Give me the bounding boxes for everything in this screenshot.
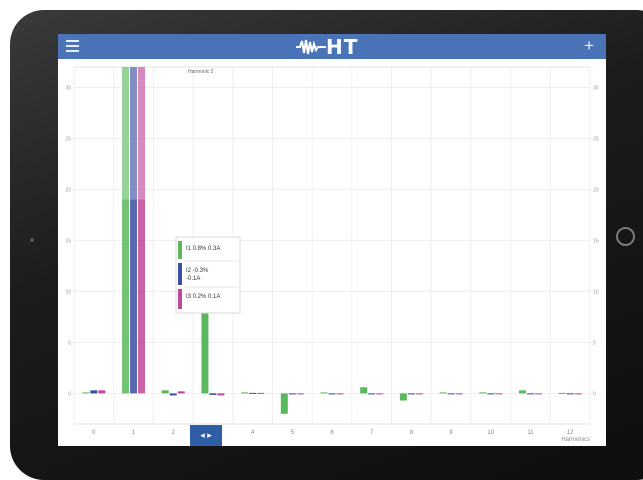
tooltip-label-2: I2 -0.3% <box>186 268 209 274</box>
x-tick-label: 4 <box>251 430 255 436</box>
y-tick-label-right: 15 <box>593 238 599 244</box>
bar-i3-h12 <box>574 393 582 395</box>
tooltip-swatch-1 <box>178 241 182 259</box>
y-tick-label-right: 30 <box>593 85 599 91</box>
bar-i1-h5 <box>280 393 288 414</box>
y-tick-label: 0 <box>68 391 71 397</box>
x-axis-label: Harmonics <box>561 437 590 443</box>
bar-i2-h12 <box>566 393 574 395</box>
bar-highlight <box>130 67 138 200</box>
bar-i3-h1 <box>138 67 146 394</box>
bar-i1-h9 <box>439 392 447 394</box>
plot-border <box>73 66 591 425</box>
bar-i3-h11 <box>534 393 542 395</box>
bar-i3-h5 <box>296 393 304 395</box>
bar-i3-h9 <box>455 393 463 395</box>
bar-i3-h10 <box>495 393 503 395</box>
bar-i1-h11 <box>518 390 526 394</box>
camera-dot <box>30 238 34 242</box>
bar-i2-h3 <box>209 393 217 395</box>
bar-i2-h2 <box>169 393 177 396</box>
bar-i1-h8 <box>399 393 407 401</box>
tooltip-label-2-b: -0.1A <box>186 276 200 282</box>
bar-highlight <box>138 67 146 200</box>
y-tick-label-right: 5 <box>593 340 596 346</box>
bar-i1-h0 <box>82 392 90 394</box>
bar-i3-h8 <box>415 393 423 395</box>
y-tick-label: 10 <box>65 289 71 295</box>
bar-i2-h7 <box>368 393 376 395</box>
y-tick-label: 15 <box>65 238 71 244</box>
bar-i1-h6 <box>320 392 328 394</box>
bar-i2-h11 <box>526 393 534 395</box>
bar-i3-h7 <box>376 393 384 395</box>
y-tick-label: 5 <box>68 340 71 346</box>
y-tick-label: 25 <box>65 136 71 142</box>
x-tick-label: 8 <box>410 430 414 436</box>
bar-i1-h12 <box>558 392 566 394</box>
chart-title: Harmonic 2 <box>188 69 214 75</box>
x-tick-label: 5 <box>291 430 295 436</box>
bar-i3-h0 <box>98 390 106 394</box>
tooltip-label-3: I3 0.2% 0.1A <box>186 294 220 300</box>
logo-text: HT <box>326 34 359 59</box>
ht-logo: HT <box>296 34 359 59</box>
bar-i1-h3 <box>201 276 209 394</box>
app-screen: HT + 00551010151520202525303001234567891… <box>58 34 606 446</box>
y-tick-label-right: 10 <box>593 289 599 295</box>
bar-i3-h6 <box>336 393 344 395</box>
x-tick-label: 11 <box>527 430 534 436</box>
waveform-icon <box>296 39 326 54</box>
bar-i3-h3 <box>217 393 225 396</box>
x-tick-label: 9 <box>449 430 453 436</box>
bar-i1-h1 <box>122 67 130 394</box>
bar-i2-h0 <box>90 390 98 394</box>
bar-highlight <box>122 67 130 200</box>
tooltip-box <box>175 236 241 314</box>
x-tick-label: 1 <box>132 430 136 436</box>
x-tick-label: 12 <box>567 430 574 436</box>
bar-i2-h8 <box>407 393 415 395</box>
add-button[interactable]: + <box>584 36 594 55</box>
bar-i1-h10 <box>479 392 487 394</box>
y-tick-label: 30 <box>65 85 71 91</box>
bar-i2-h1 <box>130 67 138 394</box>
x-tick-label: 7 <box>370 430 374 436</box>
bar-i1-h4 <box>241 392 249 394</box>
y-tick-label-right: 25 <box>593 136 599 142</box>
bar-i2-h4 <box>249 392 257 394</box>
hamburger-menu-icon[interactable] <box>66 40 79 52</box>
y-tick-label-right: 0 <box>593 391 596 397</box>
harmonics-bar-chart: 0055101015152020252530300123456789101112… <box>65 66 599 443</box>
top-bar: HT + <box>58 34 606 59</box>
tooltip-swatch-3 <box>178 289 182 309</box>
x-tick-label: 0 <box>92 430 96 436</box>
bar-i3-h2 <box>177 391 185 394</box>
bar-i2-h5 <box>288 393 296 395</box>
nav-arrows-button[interactable]: ◂ ▸ <box>190 425 222 446</box>
y-tick-label: 20 <box>65 187 71 193</box>
x-tick-label: 10 <box>487 430 494 436</box>
x-tick-label: 6 <box>330 430 334 436</box>
bar-i1-h7 <box>360 387 368 394</box>
y-tick-label-right: 20 <box>593 187 599 193</box>
bar-i2-h6 <box>328 393 336 395</box>
bar-i3-h4 <box>257 392 265 394</box>
bar-i2-h9 <box>447 393 455 395</box>
home-button[interactable] <box>616 227 635 246</box>
bar-i2-h10 <box>487 393 495 395</box>
x-tick-label: 2 <box>172 430 176 436</box>
tooltip-label-1: I1 0.8% 0.3A <box>186 246 220 252</box>
tooltip-swatch-2 <box>178 263 182 285</box>
bar-i1-h2 <box>161 390 169 394</box>
